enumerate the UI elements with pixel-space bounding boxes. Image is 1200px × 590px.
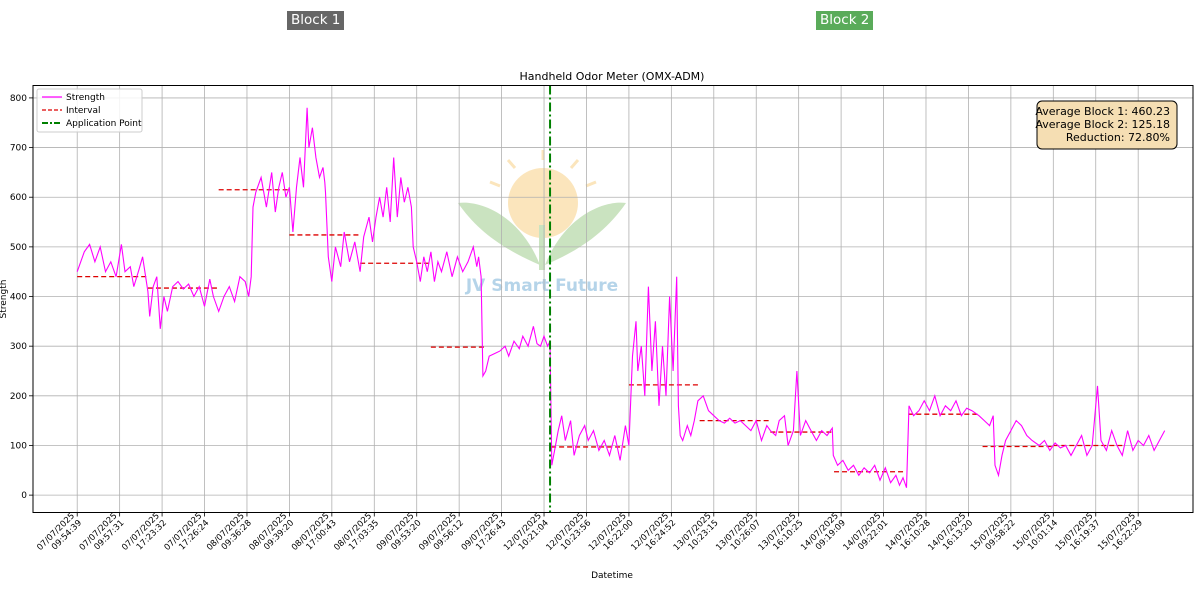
x-axis-label: Datetime bbox=[591, 571, 633, 581]
watermark-sun bbox=[508, 168, 578, 238]
chart-title: Handheld Odor Meter (OMX-ADM) bbox=[520, 70, 705, 83]
legend: Strength Interval Application Point bbox=[36, 88, 143, 133]
y-tick-label: 700 bbox=[10, 144, 27, 154]
y-tick-label: 800 bbox=[10, 94, 27, 104]
legend-strength-label: Strength bbox=[66, 93, 105, 103]
watermark-logo: JV Smart Future bbox=[458, 150, 626, 296]
watermark-left-leaf bbox=[458, 202, 540, 265]
x-axis-ticks: 07/07/202509:54:3907/07/202509:57:3107/0… bbox=[35, 511, 1145, 553]
block1-label: Block 1 bbox=[287, 11, 345, 30]
annotation-box bbox=[1036, 100, 1178, 150]
plot-frame bbox=[32, 85, 1194, 513]
y-axis-ticks: 0 100 200 300 400 500 600 700 800 bbox=[10, 94, 33, 501]
y-tick-label: 400 bbox=[10, 293, 27, 303]
y-axis-label: Strength bbox=[0, 280, 9, 319]
y-tick-label: 0 bbox=[21, 491, 27, 501]
block2-label: Block 2 bbox=[816, 11, 874, 30]
annotation-average-block1: Average Block 1: 460.23 bbox=[1035, 105, 1170, 118]
annotation-reduction: Reduction: 72.80% bbox=[1066, 131, 1170, 144]
averages-annotation: Average Block 1: 460.23 Average Block 2:… bbox=[1035, 100, 1178, 150]
y-tick-label: 500 bbox=[10, 243, 27, 253]
y-tick-label: 100 bbox=[10, 441, 27, 451]
interval-lines bbox=[77, 189, 1125, 473]
y-tick-label: 200 bbox=[10, 392, 27, 402]
legend-interval-label: Interval bbox=[66, 106, 100, 116]
y-tick-label: 300 bbox=[10, 342, 27, 352]
watermark-sun-rays bbox=[489, 150, 597, 188]
annotation-average-block2: Average Block 2: 125.18 bbox=[1035, 118, 1170, 131]
watermark-text: JV Smart Future bbox=[465, 276, 618, 296]
legend-application-label: Application Point bbox=[66, 119, 142, 129]
strength-series-line bbox=[76, 107, 1166, 488]
grid-lines bbox=[33, 85, 1193, 513]
watermark-right-leaf bbox=[545, 202, 626, 265]
watermark-stem bbox=[539, 225, 545, 270]
y-tick-label: 600 bbox=[10, 193, 27, 203]
legend-box bbox=[36, 88, 143, 133]
